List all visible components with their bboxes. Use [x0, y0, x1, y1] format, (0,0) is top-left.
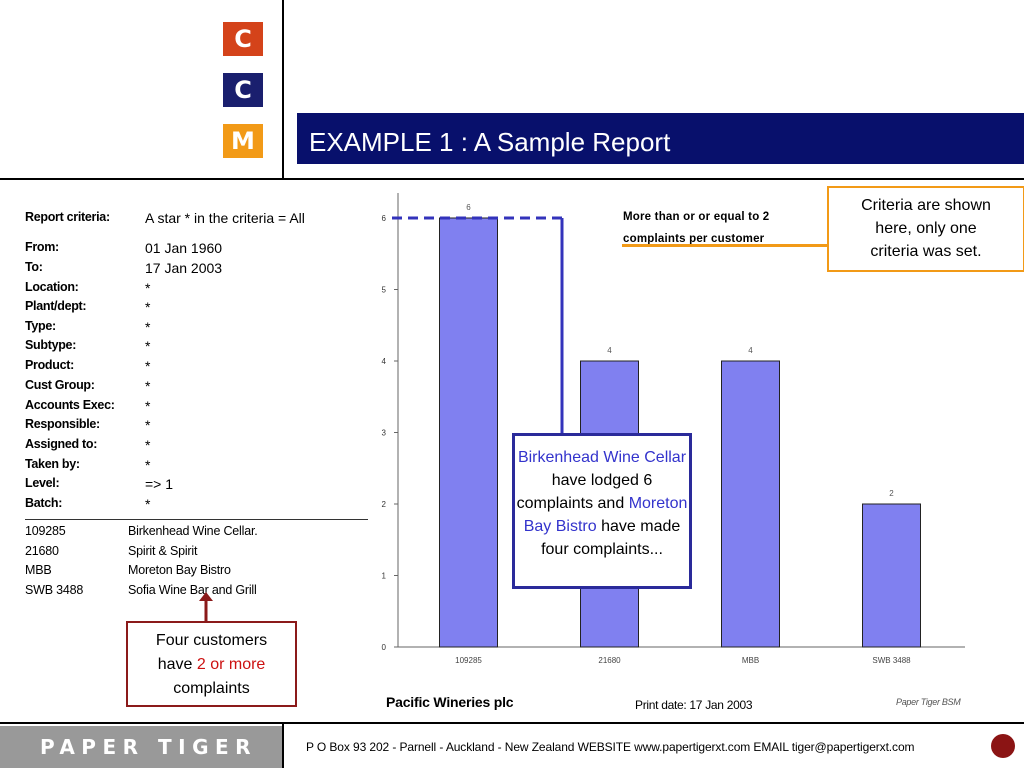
- data-label: 4: [607, 346, 612, 355]
- category-label: MBB: [742, 656, 759, 665]
- y-tick-label: 2: [382, 500, 387, 509]
- criteria-label: From:: [25, 240, 59, 254]
- criteria-value: 17 Jan 2003: [145, 260, 223, 276]
- footer-divider: [0, 722, 1024, 724]
- customer-code: 109285: [25, 524, 66, 538]
- header-divider-horizontal: [0, 178, 1024, 180]
- chart-print-date: Print date: 17 Jan 2003: [635, 698, 753, 712]
- customer-text-1: have lodged 6 complaints and: [516, 472, 653, 512]
- four-note-prefix: have: [157, 656, 193, 673]
- criteria-label: To:: [25, 260, 43, 274]
- category-label: 109285: [455, 656, 482, 665]
- customer-name: Moreton Bay Bistro: [128, 563, 231, 577]
- criteria-label: Accounts Exec:: [25, 398, 115, 412]
- customer-annotation: Birkenhead Wine Cellar have lodged 6 com…: [512, 433, 692, 589]
- criteria-value: *: [145, 319, 151, 335]
- criteria-label: Cust Group:: [25, 378, 95, 392]
- criteria-separator: [25, 519, 368, 520]
- chart-criteria-line-2: complaints per customer: [623, 233, 765, 245]
- criteria-label: Report criteria:: [25, 210, 110, 224]
- four-note-line-1: Four customers: [155, 632, 268, 649]
- complaints-bar-chart: 0 1 2 3 4 5 6 6 109285 4 21680 4 MBB 2 SWB 3488: [382, 193, 965, 665]
- customer-text-2: have made four complaints...: [541, 518, 681, 558]
- criteria-label: Product:: [25, 358, 74, 372]
- criteria-connector-line: [622, 244, 828, 247]
- criteria-label: Plant/dept:: [25, 299, 87, 313]
- criteria-value: *: [145, 457, 151, 473]
- category-label: 21680: [598, 656, 621, 665]
- criteria-value: => 1: [145, 476, 174, 492]
- y-tick-label: 5: [382, 286, 387, 295]
- up-arrow-icon: [199, 592, 213, 622]
- criteria-annotation: Criteria are shown here, only one criter…: [827, 186, 1024, 272]
- criteria-annotation-line-1: Criteria are shown: [861, 197, 991, 214]
- footer-divider-vertical: [282, 724, 284, 768]
- y-tick-label: 3: [382, 429, 387, 438]
- criteria-label: Assigned to:: [25, 437, 98, 451]
- brand-dot-icon: [991, 734, 1015, 758]
- customer-code: 21680: [25, 543, 59, 558]
- title-bar: EXAMPLE 1 : A Sample Report: [297, 113, 1024, 164]
- criteria-label: Taken by:: [25, 457, 80, 471]
- customer-code: MBB: [25, 563, 52, 577]
- criteria-value: *: [145, 437, 151, 453]
- customer-name-2: Moreton Bay Bistro: [523, 495, 688, 535]
- criteria-label: Type:: [25, 319, 56, 333]
- customer-name-1: Birkenhead Wine Cellar: [517, 449, 687, 466]
- criteria-value: *: [145, 338, 151, 354]
- criteria-value: *: [145, 280, 151, 296]
- y-tick-label: 6: [382, 214, 387, 223]
- criteria-label: Responsible:: [25, 417, 100, 431]
- criteria-label: Batch:: [25, 496, 63, 510]
- four-note-highlight: 2 or more: [196, 656, 266, 673]
- criteria-annotation-line-3: criteria was set.: [870, 243, 982, 260]
- customer-name: Spirit & Spirit: [128, 543, 198, 558]
- chart-criteria-text: More than or or equal to 2 complaints pe…: [623, 206, 769, 250]
- criteria-value: *: [145, 358, 151, 374]
- criteria-label: Level:: [25, 476, 60, 490]
- customer-code: SWB 3488: [25, 582, 84, 597]
- criteria-value: 01 Jan 1960: [145, 240, 223, 256]
- bar: [862, 503, 921, 648]
- contact-info: P O Box 93 202 - Parnell - Auckland - Ne…: [306, 740, 915, 754]
- bar: [439, 217, 498, 648]
- four-customers-annotation: Four customers have 2 or more complaints: [126, 621, 297, 707]
- criteria-label: Subtype:: [25, 338, 77, 352]
- chart-criteria-line-1: More than or or equal to 2: [623, 211, 770, 223]
- bar: [721, 360, 780, 648]
- criteria-value: *: [145, 496, 151, 512]
- chart-company-name: Pacific Wineries plc: [386, 694, 514, 710]
- customer-name: Birkenhead Wine Cellar.: [128, 524, 258, 538]
- logo-letter-c-2: C: [223, 73, 263, 107]
- criteria-value: *: [145, 417, 151, 433]
- four-note-line-2: have 2 or more: [128, 653, 295, 677]
- criteria-value: A star * in the criteria = All: [145, 210, 305, 226]
- criteria-value: *: [145, 299, 151, 315]
- criteria-annotation-line-2: here, only one: [875, 220, 977, 237]
- page-title: EXAMPLE 1 : A Sample Report: [309, 127, 671, 157]
- criteria-label: Location:: [25, 280, 79, 294]
- y-tick-label: 4: [382, 357, 387, 366]
- y-tick-label: 1: [382, 572, 387, 581]
- criteria-value: *: [145, 378, 151, 394]
- logo-letter-m: M: [223, 124, 263, 158]
- customer-name: Sofia Wine Bar and Grill: [128, 582, 257, 597]
- chart-source: Paper Tiger BSM: [896, 697, 961, 707]
- criteria-value: *: [145, 398, 151, 414]
- logo-letter-c-1: C: [223, 22, 263, 56]
- data-label: 6: [466, 203, 471, 212]
- category-label: SWB 3488: [872, 656, 911, 665]
- data-label: 4: [748, 346, 753, 355]
- y-tick-label: 0: [382, 643, 387, 652]
- data-label: 2: [889, 489, 894, 498]
- four-note-line-3: complaints: [173, 680, 250, 697]
- header-divider-vertical: [282, 0, 284, 178]
- brand-name: PAPER TIGER: [0, 726, 282, 768]
